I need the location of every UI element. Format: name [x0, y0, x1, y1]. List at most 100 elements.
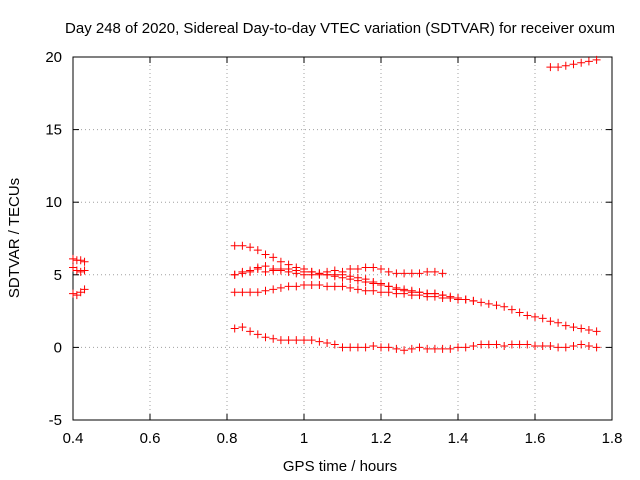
- data-point: [384, 267, 393, 276]
- data-point: [415, 269, 424, 278]
- data-point: [569, 60, 578, 69]
- x-tick-label: 0.6: [140, 430, 161, 447]
- data-point: [592, 343, 601, 352]
- data-points: [69, 55, 601, 355]
- data-point: [561, 61, 570, 70]
- data-point: [300, 267, 308, 276]
- data-point: [238, 267, 247, 276]
- data-point: [554, 318, 563, 327]
- data-point: [292, 336, 301, 345]
- data-point: [261, 333, 270, 342]
- data-point: [80, 266, 89, 275]
- data-point: [561, 321, 570, 330]
- data-point: [246, 266, 255, 275]
- data-point: [361, 286, 370, 295]
- data-point: [261, 267, 270, 276]
- data-point: [561, 343, 570, 352]
- data-point: [430, 344, 439, 353]
- data-point: [554, 63, 563, 72]
- data-point: [361, 343, 370, 352]
- data-point: [423, 292, 432, 301]
- data-point: [72, 266, 81, 275]
- data-point: [76, 256, 85, 265]
- y-tick-label: -5: [49, 412, 62, 429]
- x-tick-label: 0.4: [63, 430, 84, 447]
- data-point: [269, 285, 278, 294]
- plot-border: [72, 56, 613, 421]
- data-point: [292, 282, 301, 291]
- data-point: [361, 275, 370, 284]
- data-point: [438, 294, 447, 303]
- data-point: [384, 288, 393, 297]
- data-point: [346, 264, 355, 273]
- data-point: [500, 302, 509, 311]
- y-axis-label: SDTVAR / TECUs: [6, 178, 23, 298]
- data-point: [469, 296, 478, 305]
- data-point: [438, 269, 447, 278]
- data-point: [484, 340, 493, 349]
- data-point: [507, 340, 516, 349]
- x-tick-label: 1.2: [371, 430, 392, 447]
- data-point: [384, 343, 393, 352]
- plot-frame: [72, 56, 613, 421]
- data-point: [546, 63, 555, 72]
- data-point: [323, 339, 332, 348]
- data-point: [353, 285, 362, 294]
- data-point: [292, 266, 301, 275]
- data-point: [76, 267, 85, 276]
- y-axis-ticks: -5 0 5 10 15 20: [45, 49, 612, 429]
- data-point: [315, 269, 324, 278]
- data-point: [592, 55, 601, 64]
- data-point: [523, 340, 532, 349]
- data-point: [400, 289, 409, 298]
- data-point: [230, 270, 239, 279]
- data-point: [307, 267, 316, 276]
- data-point: [392, 344, 401, 353]
- grid: [73, 57, 612, 420]
- data-point: [423, 344, 432, 353]
- y-tick-label: 5: [54, 267, 62, 284]
- data-point: [353, 273, 362, 282]
- data-point: [330, 266, 339, 275]
- data-point: [315, 280, 324, 289]
- data-point: [276, 283, 285, 292]
- data-point: [80, 285, 89, 294]
- data-point: [377, 288, 385, 297]
- data-point: [346, 272, 355, 281]
- data-point: [269, 253, 278, 262]
- series-track-descending-b: [230, 262, 447, 300]
- data-point: [253, 246, 262, 255]
- data-point: [423, 267, 432, 276]
- data-point: [538, 314, 547, 323]
- data-point: [492, 340, 501, 349]
- data-point: [369, 286, 378, 295]
- y-tick-label: 20: [45, 49, 62, 66]
- data-point: [253, 330, 262, 339]
- data-point: [307, 336, 316, 345]
- data-point: [269, 334, 278, 343]
- data-point: [461, 343, 470, 352]
- data-point: [338, 343, 347, 352]
- data-point: [392, 289, 401, 298]
- data-point: [484, 299, 493, 308]
- data-point: [238, 241, 247, 250]
- data-point: [69, 289, 77, 298]
- x-tick-label: 1.8: [602, 430, 623, 447]
- data-point: [500, 341, 509, 350]
- data-point: [230, 241, 239, 250]
- data-point: [538, 341, 547, 350]
- data-point: [253, 288, 262, 297]
- data-point: [307, 280, 316, 289]
- data-point: [300, 280, 308, 289]
- data-point: [261, 286, 270, 295]
- data-point: [584, 57, 593, 66]
- data-point: [346, 343, 355, 352]
- data-point: [300, 336, 308, 345]
- data-point: [246, 327, 255, 336]
- data-point: [477, 340, 486, 349]
- data-point: [369, 341, 378, 350]
- x-axis-label: GPS time / hours: [283, 458, 397, 475]
- series-track-near-zero: [230, 323, 601, 355]
- data-point: [546, 341, 555, 350]
